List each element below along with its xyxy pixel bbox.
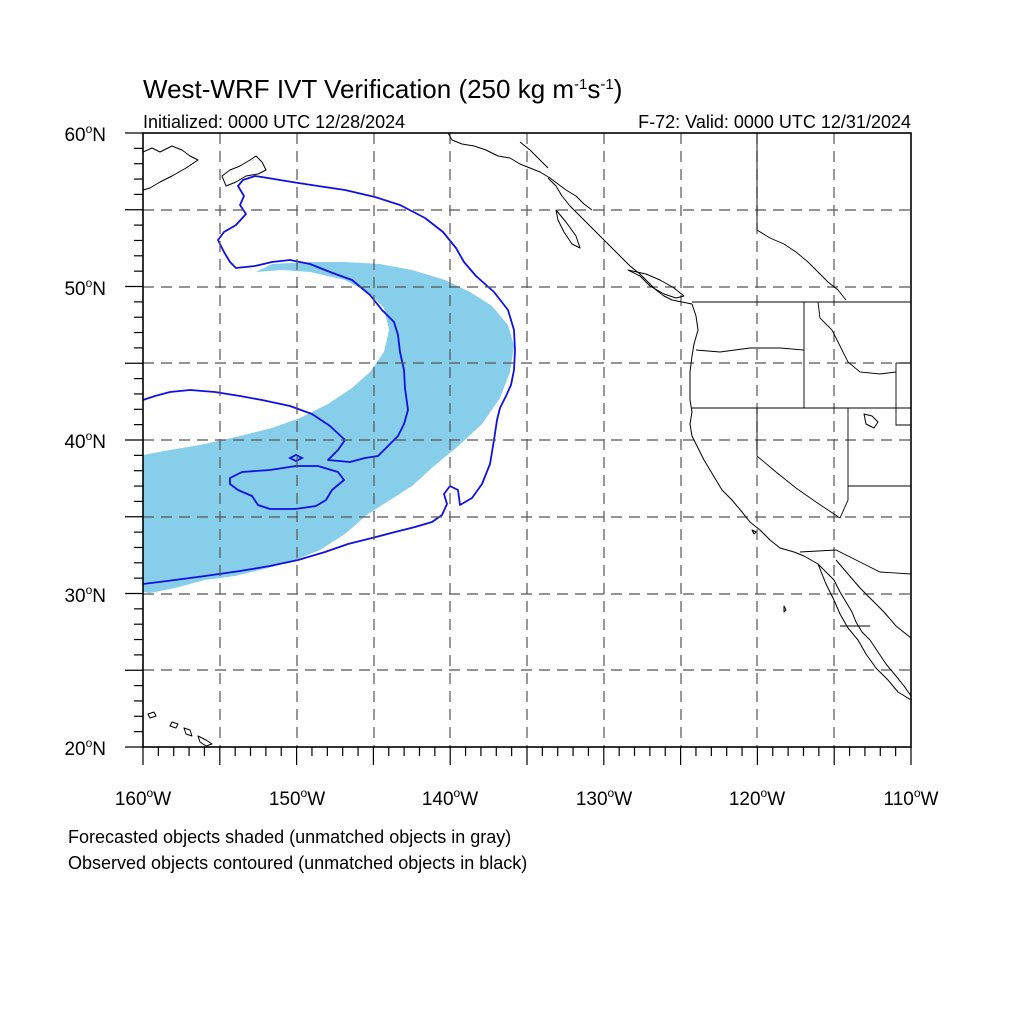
graticule (143, 133, 911, 747)
political-boundaries (692, 133, 911, 627)
lon-label-140w: 140oW (422, 786, 478, 810)
lat-label-30n: 30oN (64, 583, 106, 607)
lon-label-150w: 150oW (269, 786, 325, 810)
note-forecast: Forecasted objects shaded (unmatched obj… (68, 827, 511, 847)
lon-label-160w: 160oW (115, 786, 171, 810)
map-panel: 20oN 30oN 40oN 50oN 60oN 160oW 150oW 140… (64, 122, 938, 810)
lat-labels: 20oN 30oN 40oN 50oN 60oN (64, 122, 106, 760)
lon-label-110w: 110oW (884, 786, 939, 810)
observed-ivt-contour-small (287, 453, 305, 463)
forecast-ivt-object (143, 262, 514, 593)
observed-ivt-contour (143, 175, 516, 585)
observed-ivt-contour-interior (229, 465, 345, 510)
figure-title: West-WRF IVT Verification (250 kg m-1s-1… (143, 74, 622, 104)
note-observed: Observed objects contoured (unmatched ob… (68, 853, 527, 873)
subtitle-initialized: Initialized: 0000 UTC 12/28/2024 (143, 112, 405, 132)
subtitle-valid: F-72: Valid: 0000 UTC 12/31/2024 (638, 112, 911, 132)
lat-label-60n: 60oN (64, 122, 106, 146)
lon-label-130w: 130oW (576, 786, 632, 810)
lat-label-40n: 40oN (64, 429, 106, 453)
coastlines (143, 133, 911, 747)
axis-ticks (125, 132, 912, 765)
lon-label-120w: 120oW (729, 786, 785, 810)
lon-labels: 160oW 150oW 140oW 130oW 120oW 110oW (115, 786, 939, 810)
lat-label-50n: 50oN (64, 276, 106, 300)
lat-label-20n: 20oN (64, 736, 106, 760)
